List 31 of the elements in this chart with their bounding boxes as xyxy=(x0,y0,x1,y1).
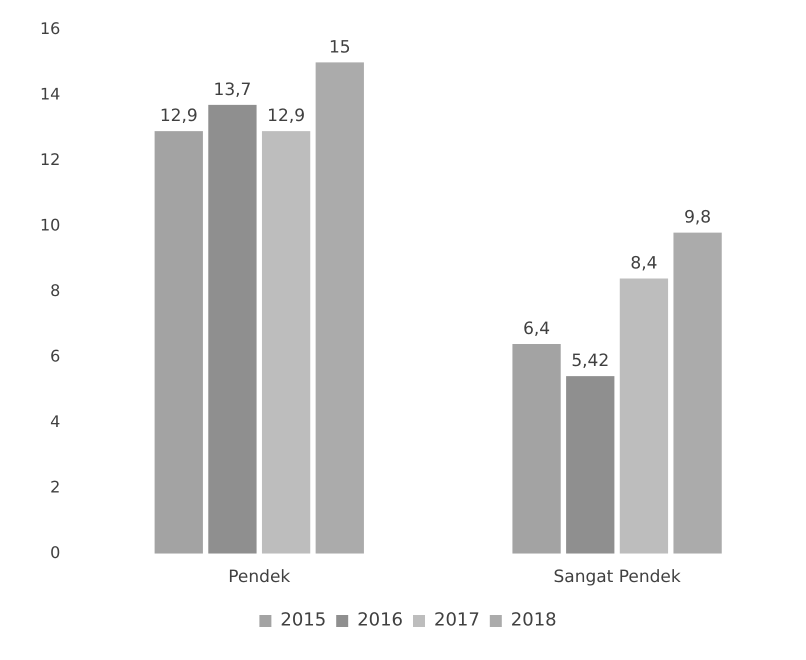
data-label: 13,7 xyxy=(214,80,252,100)
bar xyxy=(316,62,364,554)
legend-label: 2017 xyxy=(434,610,480,631)
x-tick-label: Pendek xyxy=(228,567,290,588)
bar xyxy=(262,131,310,554)
y-tick-label: 16 xyxy=(40,18,60,38)
y-tick-label: 4 xyxy=(50,412,60,431)
y-tick-label: 6 xyxy=(50,346,60,366)
y-tick-label: 2 xyxy=(50,477,60,496)
bar xyxy=(154,131,203,554)
legend-label: 2018 xyxy=(510,610,557,631)
bar xyxy=(512,344,561,554)
data-label: 15 xyxy=(328,37,351,58)
bar xyxy=(620,278,668,554)
y-tick-label: 8 xyxy=(50,280,60,300)
y-tick-label: 12 xyxy=(40,150,60,169)
data-label: 12,9 xyxy=(160,106,198,126)
data-label: 9,8 xyxy=(684,208,712,228)
bar xyxy=(673,232,722,554)
y-tick-label: 0 xyxy=(50,542,60,562)
data-label: 5,42 xyxy=(571,351,610,372)
data-label: 6,4 xyxy=(523,318,550,339)
legend-label: 2015 xyxy=(280,610,326,631)
x-tick-label: Sangat Pendek xyxy=(553,567,681,588)
y-tick-label: 10 xyxy=(40,215,60,234)
bar xyxy=(208,104,257,554)
legend-label: 2016 xyxy=(357,610,404,631)
data-label: 8,4 xyxy=(630,253,658,274)
data-label: 12,9 xyxy=(267,106,306,126)
bar xyxy=(566,376,614,554)
y-tick-label: 14 xyxy=(40,84,60,104)
